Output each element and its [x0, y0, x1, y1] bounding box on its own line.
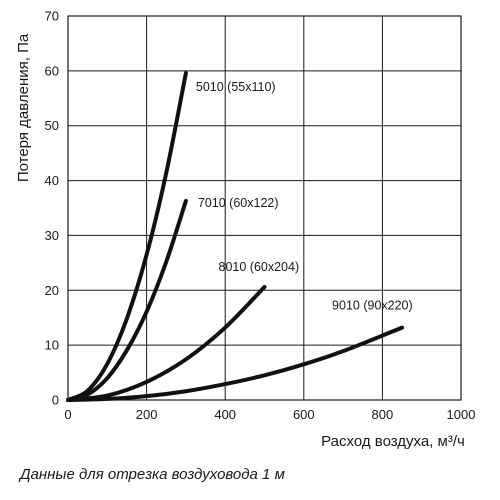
y-tick-label: 10 — [45, 338, 59, 353]
plot-frame — [67, 15, 462, 401]
series-label: 7010 (60x122) — [198, 196, 279, 210]
y-tick-label: 70 — [45, 9, 59, 24]
y-axis-title: Потеря давления, Па — [15, 33, 32, 182]
series-labels: 5010 (55x110) 7010 (60x122) 8010 (60x204) 9… — [196, 80, 413, 313]
series-line — [66, 198, 188, 402]
y-tick-label: 50 — [45, 118, 59, 133]
y-tick-label: 20 — [45, 283, 59, 298]
x-axis-title: Расход воздуха, м³/ч — [321, 433, 465, 450]
series-line — [66, 71, 188, 402]
x-tick-label: 0 — [64, 407, 71, 422]
tick-labels: 0 200 400 600 800 1000 0 10 20 30 40 50 60 70 — [45, 9, 476, 423]
y-tick-label: 40 — [45, 173, 59, 188]
pressure-loss-chart: 5010 (55x110) 7010 (60x122) 8010 (60x204) 9… — [15, 9, 476, 451]
x-tick-label: 800 — [372, 407, 394, 422]
x-tick-label: 400 — [214, 407, 236, 422]
grid-lines — [67, 15, 462, 401]
series-line — [66, 325, 405, 402]
series-curves — [66, 71, 405, 402]
series-label: 8010 (60x204) — [219, 260, 300, 274]
x-tick-label: 200 — [136, 407, 158, 422]
x-tick-label: 600 — [293, 407, 315, 422]
series-label: 5010 (55x110) — [196, 80, 276, 94]
series-label: 9010 (90x220) — [332, 299, 413, 313]
x-tick-label: 1000 — [447, 407, 476, 422]
chart-footnote: Данные для отрезка воздуховода 1 м — [20, 466, 285, 483]
y-tick-label: 60 — [45, 63, 59, 78]
y-tick-label: 30 — [45, 228, 59, 243]
y-tick-label: 0 — [52, 393, 59, 408]
series-line — [66, 284, 267, 402]
